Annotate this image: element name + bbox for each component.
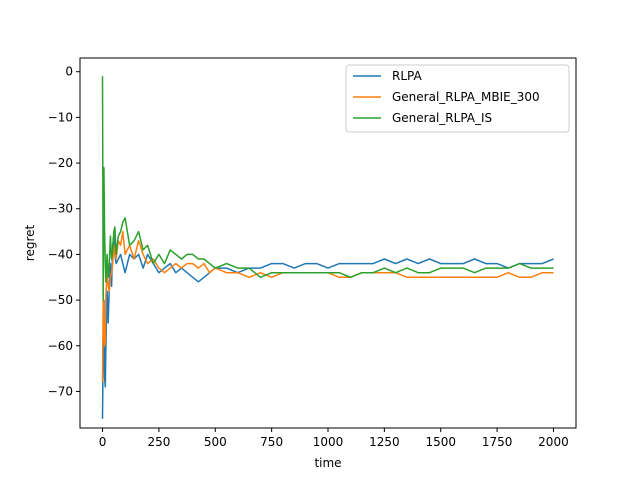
series-line-2	[101, 76, 554, 301]
x-tick-label: 2000	[538, 435, 569, 449]
legend-label-2: General_RLPA_IS	[392, 111, 492, 125]
x-tick-label: 1500	[425, 435, 456, 449]
series-layer	[101, 76, 554, 419]
legend: RLPA General_RLPA_MBIE_300 General_RLPA_IS	[345, 64, 570, 133]
x-axis-label: time	[314, 456, 341, 470]
series-line-1	[101, 230, 554, 383]
y-axis-ticks: 0 −10 −20 −30 −40 −50 −60 −70	[48, 65, 80, 398]
y-tick-label: −20	[48, 156, 73, 170]
legend-label-0: RLPA	[392, 69, 422, 83]
y-tick-label: −10	[48, 110, 73, 124]
x-tick-label: 1750	[482, 435, 513, 449]
legend-label-1: General_RLPA_MBIE_300	[392, 90, 540, 104]
x-tick-label: 250	[147, 435, 170, 449]
y-tick-label: −70	[48, 384, 73, 398]
y-tick-label: −30	[48, 202, 73, 216]
y-tick-label: −50	[48, 293, 73, 307]
legend-frame	[345, 64, 570, 133]
y-axis-label: regret	[23, 224, 37, 261]
x-tick-label: 0	[99, 435, 107, 449]
x-tick-label: 1000	[313, 435, 344, 449]
y-tick-label: 0	[65, 65, 73, 79]
x-tick-label: 1250	[369, 435, 400, 449]
x-tick-label: 500	[204, 435, 227, 449]
x-axis-ticks: 0 250 500 750 1000 1250 1500 1750 2000	[99, 428, 569, 449]
y-tick-label: −40	[48, 247, 73, 261]
x-tick-label: 750	[260, 435, 283, 449]
y-tick-label: −60	[48, 339, 73, 353]
